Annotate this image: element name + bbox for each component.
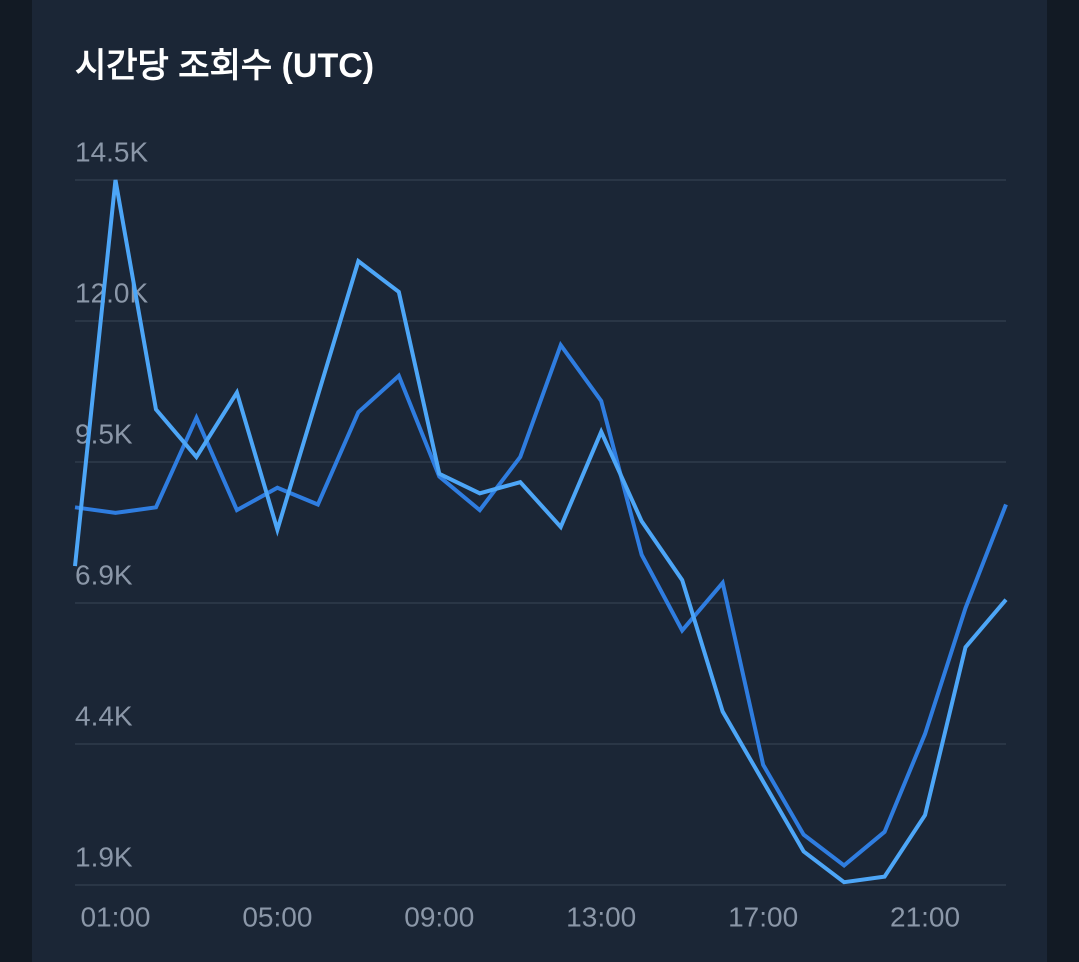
x-tick-label: 01:00 — [80, 901, 150, 932]
x-tick-label: 05:00 — [242, 901, 312, 932]
card — [32, 0, 1047, 962]
x-tick-label: 13:00 — [566, 901, 636, 932]
x-tick-label: 17:00 — [728, 901, 798, 932]
y-tick-label: 6.9K — [75, 559, 133, 590]
x-tick-label: 21:00 — [890, 901, 960, 932]
y-tick-label: 9.5K — [75, 418, 133, 449]
y-tick-label: 1.9K — [75, 841, 133, 872]
line-series — [73, 179, 1008, 885]
chart-title: 시간당 조회수 (UTC) — [75, 47, 374, 85]
line-series — [74, 340, 1008, 868]
y-tick-label: 14.5K — [75, 136, 148, 167]
y-tick-label: 4.4K — [75, 700, 133, 731]
x-tick-label: 09:00 — [404, 901, 474, 932]
